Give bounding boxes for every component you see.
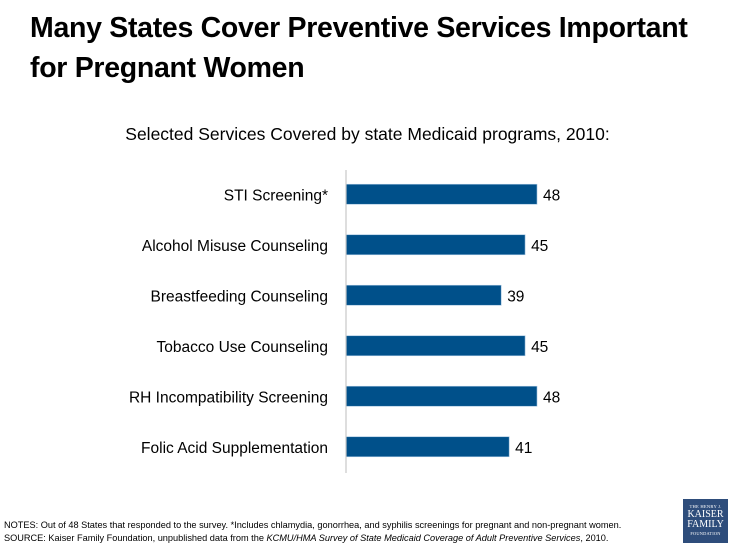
source-title: KCMU/HMA Survey of State Medicaid Covera… [266,532,581,543]
footnotes: NOTES: Out of 48 States that responded t… [4,519,621,544]
bar-2 [345,284,502,306]
data-label-4: 48 [543,389,560,406]
bar-chart: STI Screening* 48 Alcohol Misuse Counselin… [129,170,560,473]
notes-line: NOTES: Out of 48 States that responded t… [4,520,622,530]
source-line: SOURCE: Kaiser Family Foundation, unpubl… [4,532,621,545]
logo-line-2: KAISER [687,509,724,520]
bar-3 [345,335,526,357]
data-label-3: 45 [531,339,548,356]
slide-title: Many States Cover Preventive Services Im… [30,12,688,84]
category-label-4: RH Incompatibility Screening [129,389,328,406]
category-label-2: Breastfeeding Counseling [150,288,328,305]
data-label-2: 39 [507,288,524,305]
category-label-1: Alcohol Misuse Counseling [142,238,328,255]
logo-line-1: THE HENRY J. [689,504,722,509]
bar-1 [345,234,526,256]
category-label-5: Folic Acid Supplementation [141,440,328,457]
chart-subtitle: Selected Services Covered by state Medic… [125,124,610,144]
bar-0 [345,183,538,205]
logo-line-3: FAMILY [687,519,724,530]
data-label-5: 41 [515,440,532,457]
data-label-1: 45 [531,238,548,255]
category-label-3: Tobacco Use Counseling [157,339,328,356]
logo-line-4: FOUNDATION [690,531,721,536]
data-label-0: 48 [543,187,560,204]
kaiser-family-foundation-logo: THE HENRY J. KAISER FAMILY FOUNDATION [683,499,728,543]
source-prefix: SOURCE: Kaiser Family Foundation, unpubl… [4,532,267,543]
bar-4 [345,385,538,407]
bar-5 [345,436,510,458]
category-label-0: STI Screening* [224,187,328,204]
source-suffix: , 2010. [580,532,609,543]
